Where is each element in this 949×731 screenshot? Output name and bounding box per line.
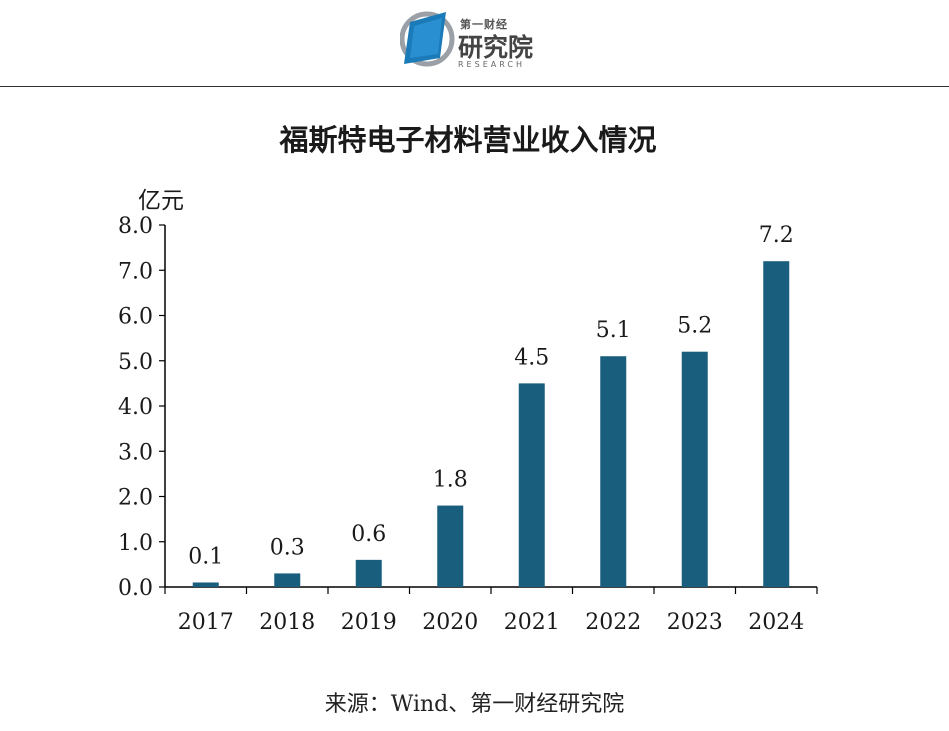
logo-text-top: 第一财经: [460, 18, 508, 31]
x-tick-label: 2017: [178, 610, 234, 635]
bar-value-label: 4.5: [514, 345, 549, 370]
chart-title: 福斯特电子材料营业收入情况: [278, 123, 656, 157]
x-tick-label: 2018: [259, 610, 315, 635]
bar-value-label: 5.1: [596, 318, 631, 343]
y-tick-label: 4.0: [118, 395, 153, 420]
data-labels: 0.1 0.3 0.6 1.8 4.5 5.1 5.2 7.2: [188, 223, 794, 569]
x-tick-label: 2022: [585, 610, 641, 635]
logo-text-main: 研究院: [458, 33, 534, 62]
bar-chart: 福斯特电子材料营业收入情况 亿元 0.0 1.0 2.0 3.0 4.0 5.0 6.0 7.…: [118, 123, 818, 635]
logo-icon: [400, 11, 455, 67]
page-header: 第一财经 研究院 RESEARCH: [0, 0, 949, 86]
header-divider: [0, 86, 949, 87]
x-tick-label: 2019: [341, 610, 397, 635]
bar-value-label: 1.8: [433, 468, 468, 493]
bar: [600, 356, 627, 587]
y-tick-label: 2.0: [118, 486, 153, 511]
y-tick-label: 1.0: [118, 531, 153, 556]
bars: [192, 261, 790, 587]
logo: 第一财经 研究院 RESEARCH: [400, 8, 540, 72]
y-tick-label: 7.0: [118, 259, 153, 284]
x-axis-ticks: 2017 2018 2019 2020 2021 2022 2023 2024: [164, 587, 818, 635]
bar-value-label: 0.3: [270, 535, 305, 560]
bar: [274, 573, 301, 587]
bar-value-label: 5.2: [677, 314, 712, 339]
bar-value-label: 7.2: [759, 223, 794, 248]
axes: [164, 225, 817, 588]
x-tick-label: 2023: [667, 610, 723, 635]
bar: [681, 351, 708, 587]
bar: [763, 261, 790, 587]
y-axis-unit-label: 亿元: [138, 188, 184, 214]
y-tick-label: 5.0: [118, 350, 153, 375]
bar-value-label: 0.1: [188, 544, 223, 569]
x-tick-label: 2020: [422, 610, 478, 635]
bar: [518, 383, 545, 587]
y-tick-label: 3.0: [118, 440, 153, 465]
y-axis-ticks: 0.0 1.0 2.0 3.0 4.0 5.0 6.0 7.0 8.0: [118, 214, 165, 601]
bar: [355, 559, 382, 587]
source-note: 来源：Wind、第一财经研究院: [324, 692, 625, 717]
logo-text-en: RESEARCH: [458, 60, 525, 69]
y-tick-label: 8.0: [118, 214, 153, 239]
bar: [192, 582, 219, 587]
bar-value-label: 0.6: [351, 522, 386, 547]
bar: [437, 505, 464, 587]
x-tick-label: 2024: [748, 610, 804, 635]
y-tick-label: 6.0: [118, 305, 153, 330]
x-tick-label: 2021: [504, 610, 560, 635]
y-tick-label: 0.0: [118, 576, 153, 601]
